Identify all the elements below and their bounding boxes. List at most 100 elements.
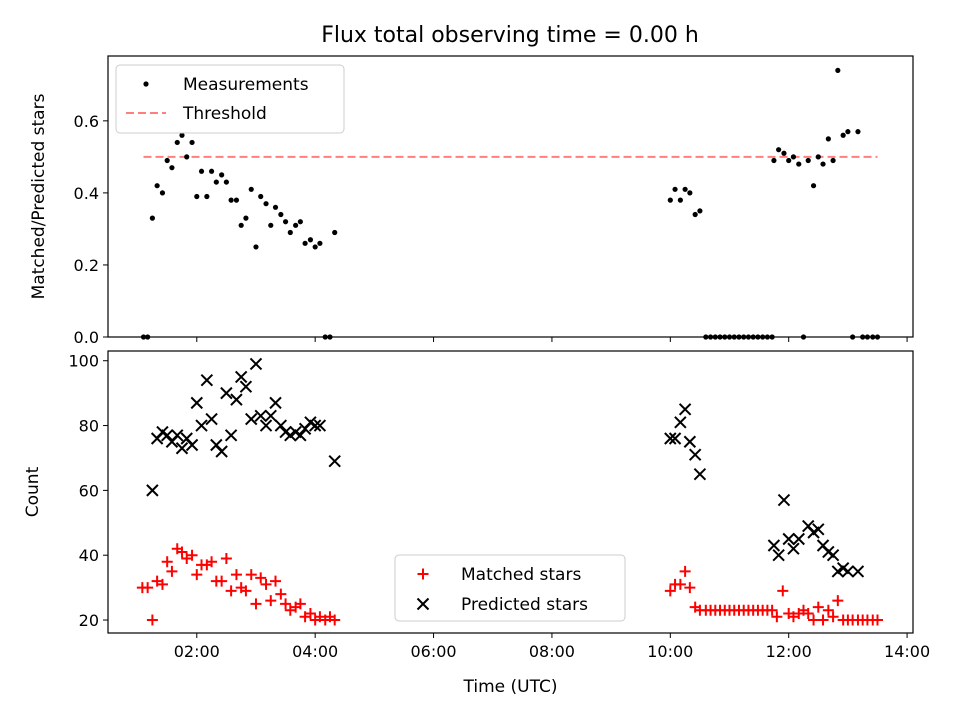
legend-label-measurements: Measurements [183, 75, 309, 95]
measurement-point [687, 190, 693, 196]
matched-star-point [161, 556, 173, 568]
bottom-axes-frame [107, 350, 914, 634]
predicted-star-point [772, 548, 785, 562]
predicted-star-point [674, 416, 687, 429]
predicted-star-point [200, 373, 214, 387]
predicted-star-point [245, 412, 258, 426]
matched-star-point [766, 604, 778, 616]
measurement-point [272, 204, 279, 210]
predicted-star-point [678, 403, 692, 416]
matched-star-point [216, 575, 228, 587]
top-plot-area [140, 67, 881, 340]
measurement-point [790, 154, 797, 160]
measurement-point [317, 240, 323, 246]
predicted-star-point [787, 542, 800, 555]
measurement-point [677, 197, 683, 203]
measurement-point [174, 139, 180, 146]
matched-star-point [771, 611, 783, 623]
measurement-point [159, 190, 166, 196]
predicted-star-point [175, 442, 189, 455]
matched-star-point [156, 578, 168, 590]
predicted-star-point [215, 445, 228, 458]
matched-star-point [225, 585, 237, 597]
measurement-point [771, 157, 777, 164]
measurement-point [194, 193, 200, 200]
matched-star-point [817, 614, 829, 626]
measurement-point [228, 197, 234, 203]
matched-star-point [206, 556, 218, 568]
top-y-axis-label: Matched/Predicted stars [29, 93, 49, 299]
measurement-point [805, 157, 811, 164]
measurement-point [307, 237, 314, 243]
matched-star-point [827, 611, 839, 623]
measurement-point [830, 157, 836, 164]
top-legend: Measurements Threshold [115, 64, 345, 134]
measurement-point [297, 219, 303, 225]
measurement-point [179, 132, 185, 138]
measurement-point [776, 147, 782, 153]
predicted-star-point [205, 412, 218, 426]
matched-star-point [280, 598, 292, 610]
measurement-point [282, 219, 289, 225]
y-tick-label: 0.2 [74, 256, 99, 275]
bottom-x-ticks: 02:00 04:00 06:00 08:00 10:00 12:00 14:00 [174, 633, 930, 661]
matched-star-point [777, 585, 789, 597]
predicted-star-point [274, 419, 288, 432]
matched-star-point [275, 588, 287, 600]
measurement-point [781, 150, 787, 156]
measurement-point [672, 186, 678, 192]
matched-star-point [674, 578, 686, 590]
predicted-star-point [234, 370, 248, 384]
matched-star-point [812, 601, 824, 613]
bottom-y-axis-label: Count [23, 466, 43, 517]
legend-label-threshold: Threshold [182, 104, 267, 124]
measurement-point [840, 132, 846, 138]
predicted-star-point [308, 419, 322, 432]
measurement-point [258, 193, 264, 200]
matched-star-point [245, 569, 257, 581]
predicted-star-point [313, 419, 327, 432]
matched-star-point [220, 552, 232, 564]
matched-star-point [166, 565, 178, 577]
measurement-point [835, 67, 841, 74]
measurement-point [243, 215, 249, 221]
measurement-point [263, 201, 269, 207]
bottom-legend: Matched stars Predicted stars [394, 554, 626, 622]
measurement-point [697, 208, 703, 214]
measurement-point [302, 240, 308, 246]
x-tick-label: 08:00 [529, 642, 575, 661]
measurement-point [278, 211, 284, 218]
predicted-star-point [249, 357, 263, 371]
matched-star-point [176, 546, 188, 558]
measurement-point [293, 222, 299, 228]
legend-label-predicted: Predicted stars [461, 595, 588, 615]
legend-label-matched: Matched stars [461, 565, 581, 585]
matched-star-point [684, 582, 696, 594]
matched-star-point [270, 575, 282, 587]
x-tick-label: 14:00 [884, 642, 930, 661]
matched-star-point [260, 578, 272, 590]
measurement-point [164, 157, 170, 164]
top-x-ticks [196, 337, 908, 342]
measurement-point [238, 222, 244, 228]
matched-star-point [808, 614, 820, 626]
predicted-star-point [767, 539, 781, 552]
predicted-star-point [688, 448, 702, 461]
bottom-panel: 20 40 60 80 100 02:00 04:00 06:00 08:00 10:00 12:0… [23, 350, 930, 697]
legend-box [115, 64, 345, 134]
measurement-point [268, 222, 274, 228]
y-tick-label: 100 [68, 352, 99, 371]
matched-star-point [822, 604, 834, 616]
measurement-point [820, 161, 826, 167]
measurement-point [248, 186, 254, 192]
matched-star-point [146, 614, 158, 626]
predicted-star-point [220, 386, 233, 400]
y-tick-label: 0.0 [74, 328, 99, 347]
predicted-star-point [664, 432, 677, 445]
measurement-point [154, 183, 160, 189]
legend-box [394, 554, 626, 622]
series-measurements [140, 67, 881, 340]
x-tick-label: 02:00 [174, 642, 220, 661]
x-tick-label: 06:00 [410, 642, 456, 661]
